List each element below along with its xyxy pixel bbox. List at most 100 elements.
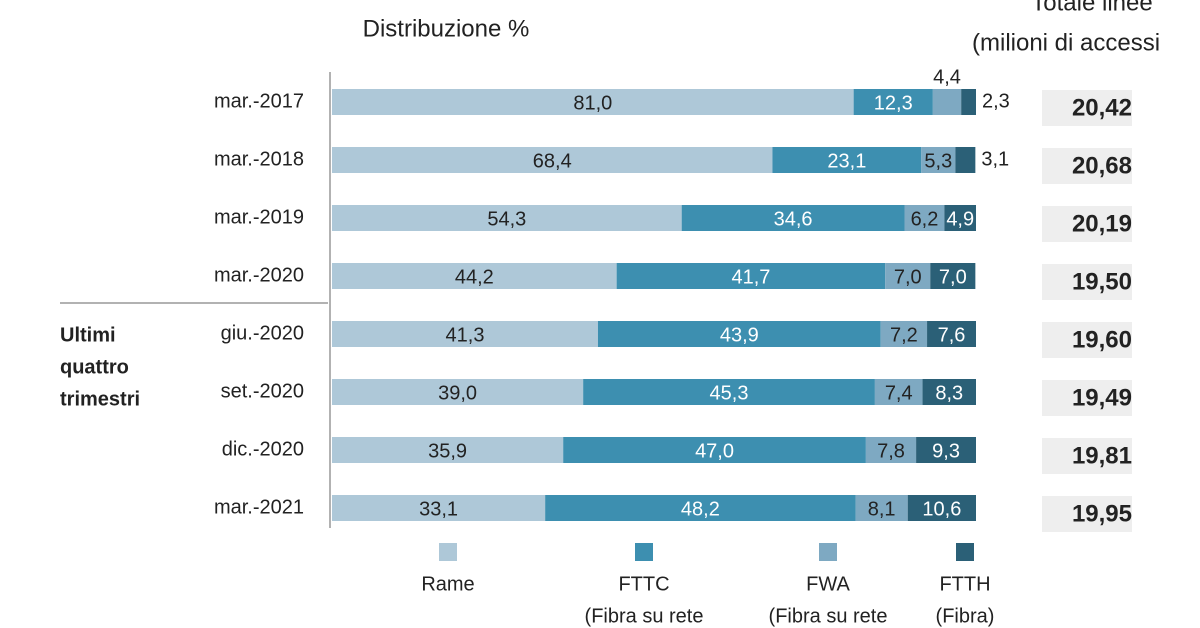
bar-segment <box>855 495 908 521</box>
bar-segment <box>563 437 866 463</box>
bar-segment <box>616 263 886 289</box>
total-label: 19,60 <box>1072 326 1132 353</box>
group-label: trimestri <box>60 388 140 410</box>
bar-segment <box>916 437 976 463</box>
data-label: 23,1 <box>827 150 866 172</box>
bar-segment <box>885 263 931 289</box>
bar-segment <box>332 379 584 405</box>
group-label: Ultimi <box>60 324 116 346</box>
bar-segment <box>332 495 546 521</box>
data-label: 7,4 <box>885 382 913 404</box>
total-box <box>1042 264 1132 300</box>
bar-segment <box>583 379 875 405</box>
bar-segment <box>927 321 976 347</box>
y-tick-label: mar.-2017 <box>214 90 304 112</box>
y-tick-label: mar.-2018 <box>214 148 304 170</box>
bar-segment <box>907 495 976 521</box>
bar-segment <box>597 321 881 347</box>
legend-label: Rame <box>421 573 474 595</box>
data-label: 10,6 <box>922 498 961 520</box>
y-tick-label: dic.-2020 <box>222 438 304 460</box>
bar-segment <box>772 147 922 173</box>
bar-segment <box>545 495 856 521</box>
y-tick-label: giu.-2020 <box>221 322 304 344</box>
bar-segment <box>874 379 923 405</box>
bar-segment <box>332 89 854 115</box>
total-label: 20,42 <box>1072 94 1132 121</box>
legend-swatch <box>439 543 457 561</box>
bar-segment <box>332 321 598 347</box>
bar-segment <box>930 263 976 289</box>
total-label: 19,81 <box>1072 442 1132 469</box>
legend-label: FTTC <box>618 573 669 595</box>
data-label: 6,2 <box>911 208 939 230</box>
bar-segment <box>880 321 928 347</box>
bar-segment <box>332 437 564 463</box>
data-label: 7,0 <box>939 266 967 288</box>
group-label: quattro <box>60 356 129 378</box>
legend-note: (Fibra) <box>936 605 995 627</box>
bar-segment <box>865 437 917 463</box>
bar-segment <box>332 263 617 289</box>
legend-note: (Fibra su rete <box>769 605 888 627</box>
data-label: 44,2 <box>455 266 494 288</box>
total-box <box>1042 206 1132 242</box>
data-label: 48,2 <box>681 498 720 520</box>
total-box <box>1042 322 1132 358</box>
data-label: 47,0 <box>695 440 734 462</box>
bar-segment <box>332 205 682 231</box>
y-tick-label: mar.-2019 <box>214 206 304 228</box>
y-tick-label: mar.-2020 <box>214 264 304 286</box>
total-label: 19,95 <box>1072 500 1132 527</box>
bar-segment <box>955 147 976 173</box>
total-label: 20,68 <box>1072 152 1132 179</box>
data-label: 68,4 <box>533 150 572 172</box>
data-label: 39,0 <box>438 382 477 404</box>
bar-segment <box>932 89 962 115</box>
bar-segment <box>961 89 976 115</box>
data-label: 5,3 <box>924 150 952 172</box>
data-label: 7,2 <box>890 324 918 346</box>
bar-segment <box>332 147 773 173</box>
total-box <box>1042 496 1132 532</box>
data-label: 3,1 <box>981 148 1009 170</box>
total-box <box>1042 90 1132 126</box>
data-label: 81,0 <box>573 92 612 114</box>
data-label: 8,3 <box>935 382 963 404</box>
data-label: 33,1 <box>419 498 458 520</box>
data-label: 54,3 <box>487 208 526 230</box>
data-label: 34,6 <box>774 208 813 230</box>
bar-segment <box>921 147 956 173</box>
data-label: 43,9 <box>720 324 759 346</box>
data-label: 41,7 <box>731 266 770 288</box>
data-label: 35,9 <box>428 440 467 462</box>
data-label: 2,3 <box>982 90 1010 112</box>
total-label: 19,50 <box>1072 268 1132 295</box>
legend-label: FWA <box>806 573 850 595</box>
data-label: 12,3 <box>874 92 913 114</box>
legend-swatch <box>956 543 974 561</box>
legend-swatch <box>819 543 837 561</box>
bar-segment <box>904 205 945 231</box>
totals-title: Totale linee <box>1031 0 1152 16</box>
data-label: 4,9 <box>946 208 974 230</box>
data-label: 7,6 <box>938 324 966 346</box>
totals-title: (milioni di accessi <box>972 29 1160 56</box>
y-tick-label: mar.-2021 <box>214 496 304 518</box>
bar-segment <box>922 379 976 405</box>
total-box <box>1042 380 1132 416</box>
legend-label: FTTH <box>939 573 990 595</box>
total-label: 20,19 <box>1072 210 1132 237</box>
data-label: 41,3 <box>446 324 485 346</box>
data-label: 4,4 <box>933 66 961 88</box>
data-label: 45,3 <box>710 382 749 404</box>
total-box <box>1042 438 1132 474</box>
bar-segment <box>944 205 976 231</box>
data-label: 9,3 <box>932 440 960 462</box>
chart-title: Distribuzione % <box>363 15 530 42</box>
legend-note: (Fibra su rete <box>585 605 704 627</box>
data-label: 8,1 <box>868 498 896 520</box>
total-label: 19,49 <box>1072 384 1132 411</box>
